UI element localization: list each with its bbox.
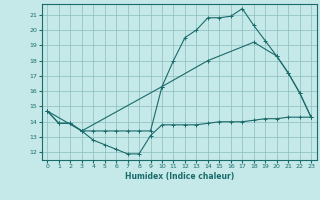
X-axis label: Humidex (Indice chaleur): Humidex (Indice chaleur) <box>124 172 234 181</box>
